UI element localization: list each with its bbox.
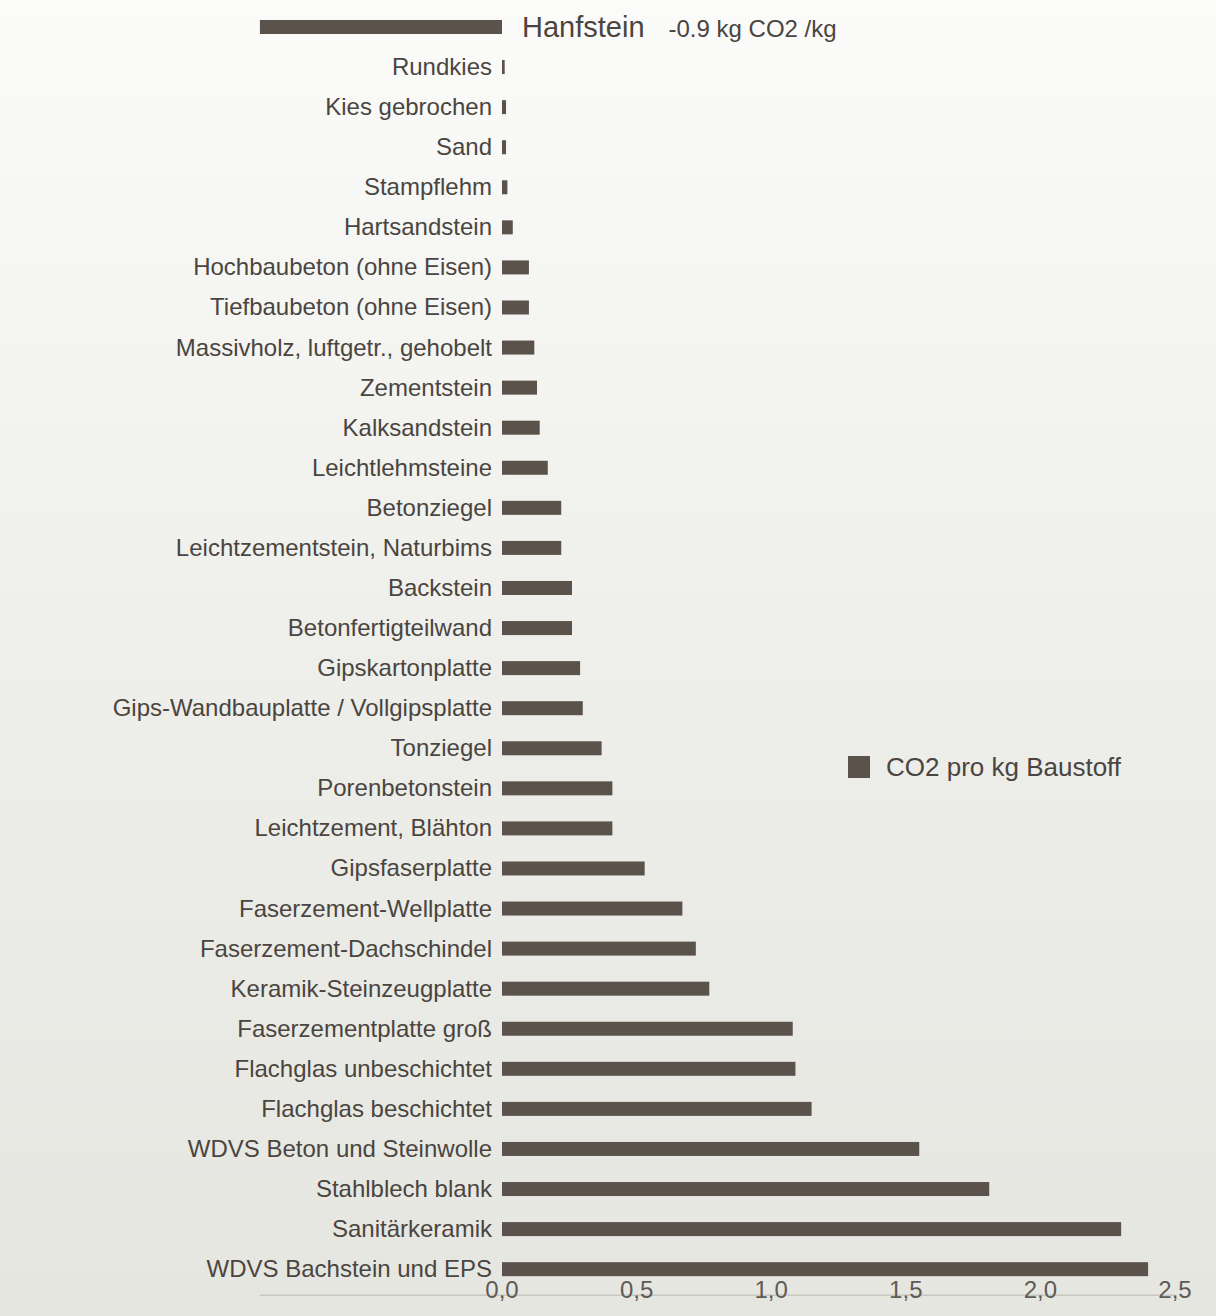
bar xyxy=(502,100,506,114)
category-label: Faserzement-Wellplatte xyxy=(239,895,492,922)
bar xyxy=(502,180,507,194)
chart: Hanfstein -0.9 kg CO2 /kg Rundkies Kies geb… xyxy=(0,0,1216,1316)
bars xyxy=(260,20,1148,1276)
tick-label: 0,5 xyxy=(620,1276,653,1303)
annotation: -0.9 kg CO2 /kg xyxy=(669,15,837,42)
bar xyxy=(502,781,612,795)
category-label: Gips-Wandbauplatte / Vollgipsplatte xyxy=(113,694,492,721)
bar xyxy=(502,60,505,74)
bar xyxy=(502,741,602,755)
bar xyxy=(502,1142,919,1156)
bar xyxy=(502,1102,812,1116)
legend-swatch xyxy=(848,756,870,778)
category-label: Rundkies xyxy=(392,53,492,80)
category-label: Hochbaubeton (ohne Eisen) xyxy=(193,253,492,280)
bar xyxy=(502,461,548,475)
bar xyxy=(502,1222,1121,1236)
bar xyxy=(502,1182,989,1196)
bar xyxy=(502,421,540,435)
category-label: Betonziegel xyxy=(367,494,492,521)
bar xyxy=(502,341,534,355)
category-label: Stahlblech blank xyxy=(316,1175,493,1202)
category-label: Porenbetonstein xyxy=(317,774,492,801)
bar xyxy=(502,942,696,956)
category-label: Sand xyxy=(436,133,492,160)
category-label: Gipskartonplatte xyxy=(317,654,492,681)
category-label: Keramik-Steinzeugplatte xyxy=(231,975,492,1002)
bar xyxy=(502,140,506,154)
bar xyxy=(502,701,583,715)
category-label: Stampflehm xyxy=(364,173,492,200)
legend: CO2 pro kg Baustoff xyxy=(848,752,1122,782)
labels: Hanfstein -0.9 kg CO2 /kg Rundkies Kies geb… xyxy=(113,11,837,1282)
tick-label: 0,0 xyxy=(485,1276,518,1303)
category-label: Massivholz, luftgetr., gehobelt xyxy=(176,334,493,361)
category-label: Backstein xyxy=(388,574,492,601)
tick-label: 1,5 xyxy=(889,1276,922,1303)
bar xyxy=(502,381,537,395)
category-label: Leichtzementstein, Naturbims xyxy=(176,534,492,561)
category-label: Tonziegel xyxy=(391,734,492,761)
bar xyxy=(502,541,561,555)
category-label: Leichtlehmsteine xyxy=(312,454,492,481)
bar xyxy=(502,1022,793,1036)
bar xyxy=(502,260,529,274)
bar xyxy=(502,581,572,595)
category-label: Tiefbaubeton (ohne Eisen) xyxy=(210,293,492,320)
background xyxy=(0,0,1216,1316)
tick-label: 2,5 xyxy=(1158,1276,1191,1303)
category-label: Betonfertigteilwand xyxy=(288,614,492,641)
bar xyxy=(502,1262,1148,1276)
bar xyxy=(502,821,612,835)
category-label: Zementstein xyxy=(360,374,492,401)
category-label: WDVS Bachstein und EPS xyxy=(207,1255,492,1282)
bar xyxy=(260,20,502,34)
category-label: Faserzementplatte groß xyxy=(237,1015,492,1042)
legend-label: CO2 pro kg Baustoff xyxy=(886,752,1122,782)
category-label: Kies gebrochen xyxy=(325,93,492,120)
category-label: Sanitärkeramik xyxy=(332,1215,493,1242)
tick-label: 2,0 xyxy=(1024,1276,1057,1303)
bar xyxy=(502,220,513,234)
category-label: Faserzement-Dachschindel xyxy=(200,935,492,962)
bar xyxy=(502,621,572,635)
bar xyxy=(502,501,561,515)
category-label: Kalksandstein xyxy=(343,414,492,441)
category-label: Flachglas unbeschichtet xyxy=(235,1055,493,1082)
category-label: Hanfstein xyxy=(522,11,645,43)
category-label: Leichtzement, Blähton xyxy=(255,814,492,841)
category-label: Gipsfaserplatte xyxy=(331,854,492,881)
bar xyxy=(502,661,580,675)
category-label: Flachglas beschichtet xyxy=(261,1095,492,1122)
bar xyxy=(502,861,645,875)
bar xyxy=(502,902,682,916)
category-label: Hartsandstein xyxy=(344,213,492,240)
bar xyxy=(502,982,709,996)
bar xyxy=(502,1062,795,1076)
tick-label: 1,0 xyxy=(755,1276,788,1303)
category-label: WDVS Beton und Steinwolle xyxy=(188,1135,492,1162)
bar xyxy=(502,300,529,314)
